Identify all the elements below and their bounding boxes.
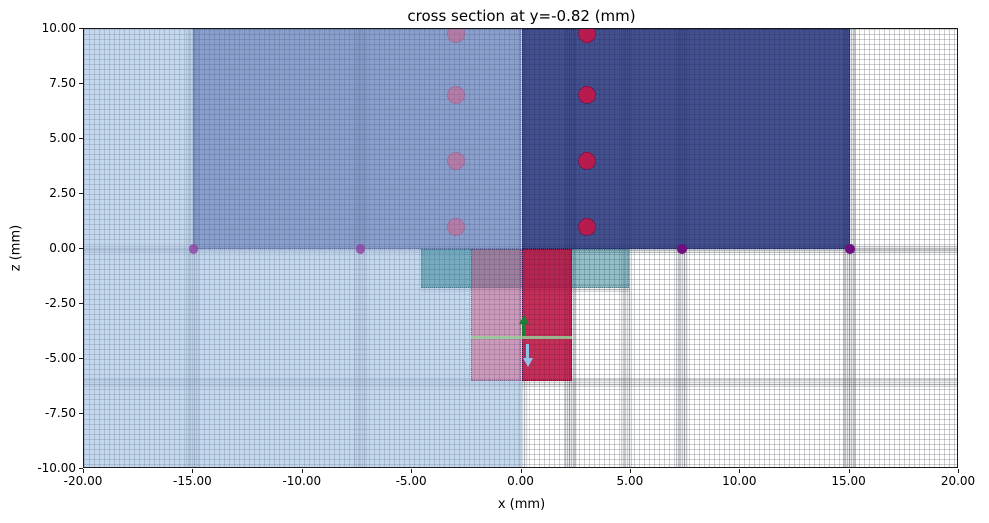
x-axis-tick-label: -15.00	[173, 474, 212, 488]
plot-area	[83, 28, 958, 468]
x-axis-tick-label: -20.00	[63, 474, 103, 488]
x-axis-tick	[520, 469, 522, 473]
x-axis-tick-label: 15.00	[831, 474, 866, 488]
blue-down-arrow-head	[522, 357, 533, 367]
x-axis-tick	[411, 469, 413, 473]
red-circle-marker	[577, 85, 597, 105]
pink-circle-marker	[446, 29, 466, 43]
z-axis-tick	[79, 413, 83, 414]
z-axis-tick	[79, 303, 83, 304]
z-axis-tick-label: 10.00	[41, 21, 76, 35]
x-axis-tick-label: -10.00	[282, 474, 322, 488]
x-axis-label: x (mm)	[497, 497, 546, 512]
purple-dot-marker	[844, 243, 855, 254]
x-axis-tick	[83, 469, 84, 473]
purple-dot-marker	[356, 244, 366, 254]
blue-down-arrow-stem	[526, 343, 530, 358]
red-circle-marker	[577, 217, 597, 237]
x-axis-tick	[301, 469, 303, 473]
pink-region	[471, 249, 522, 381]
x-axis-tick-label: 5.00	[616, 474, 644, 488]
red-circle-marker	[577, 151, 597, 171]
navy-region	[521, 29, 850, 249]
x-axis-tick	[848, 469, 850, 473]
purple-dot-marker	[677, 243, 688, 254]
green-up-arrow-head	[518, 315, 529, 324]
x-axis-tick-label: -5.00	[395, 474, 427, 488]
z-axis-tick	[79, 28, 83, 29]
slate-blue-region	[193, 29, 522, 249]
x-axis-tick	[192, 469, 194, 473]
x-axis-tick-label: 10.00	[722, 474, 757, 488]
z-axis-tick-label: 0.00	[49, 241, 76, 255]
x-axis-tick-label: 0.00	[507, 474, 534, 488]
x-axis-tick	[629, 469, 631, 473]
z-axis-tick	[79, 468, 83, 469]
z-axis-tick	[79, 83, 83, 84]
z-axis-tick-label: -7.50	[44, 406, 76, 420]
pink-circle-marker	[446, 217, 466, 237]
contact-line	[471, 335, 572, 339]
purple-dot-marker	[188, 244, 198, 254]
x-axis-tick	[739, 469, 741, 473]
chart-title: cross section at y=-0.82 (mm)	[407, 7, 636, 25]
z-axis-tick-label: 7.50	[49, 76, 76, 90]
z-axis-tick-label: -10.00	[37, 461, 76, 475]
z-axis-tick	[79, 193, 83, 194]
z-axis-tick	[79, 358, 83, 359]
z-axis-tick-label: 2.50	[49, 186, 76, 200]
green-up-arrow-stem	[522, 324, 526, 336]
z-axis-tick-label: 5.00	[49, 131, 76, 145]
pink-circle-marker	[446, 151, 466, 171]
z-axis-tick	[79, 138, 83, 139]
x-axis-tick-label: 20.00	[940, 474, 976, 488]
z-axis-tick-label: -2.50	[44, 296, 76, 310]
z-axis-tick-label: -5.00	[44, 351, 76, 365]
light-blue-region	[84, 29, 522, 467]
z-axis-tick	[79, 248, 83, 249]
x-axis-tick	[958, 469, 959, 473]
pink-circle-marker	[446, 85, 466, 105]
